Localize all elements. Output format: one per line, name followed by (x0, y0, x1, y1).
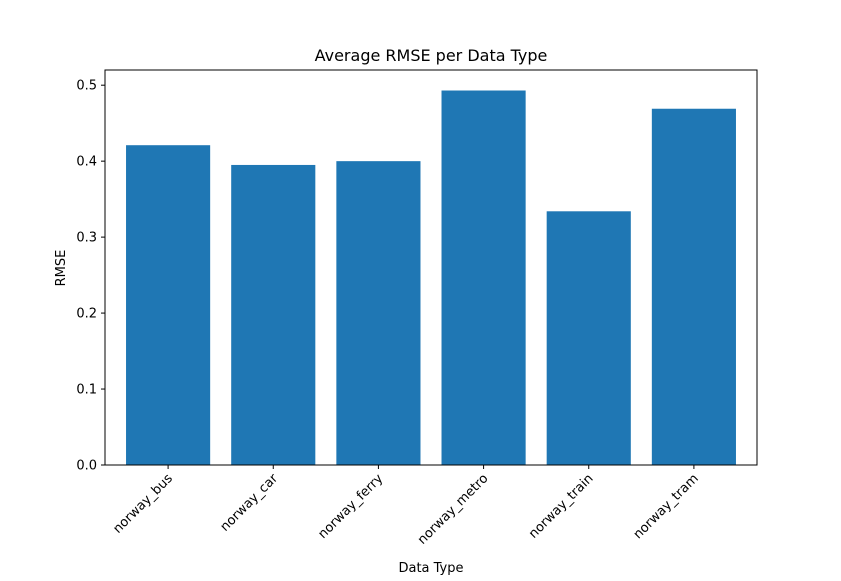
bar-norway_train (546, 211, 631, 465)
bar-norway_metro (441, 90, 526, 465)
y-tick-label: 0.2 (76, 307, 97, 322)
x-axis: norway_bus norway_car norway_ferry norway_m… (110, 465, 702, 548)
bar-norway_ferry (336, 161, 421, 465)
x-tick-label: norway_bus (110, 471, 176, 537)
y-tick-label: 0.5 (76, 79, 97, 94)
x-tick-label: norway_train (526, 471, 596, 541)
y-axis: 0.0 0.1 0.2 0.3 0.4 0.5 (76, 79, 105, 474)
chart-title: Average RMSE per Data Type (315, 46, 548, 65)
bars-group (126, 90, 736, 466)
bar-norway_bus (126, 145, 211, 466)
x-tick-label: norway_tram (631, 471, 702, 542)
y-tick-label: 0.0 (76, 459, 97, 474)
x-tick-label: norway_ferry (315, 471, 386, 542)
y-tick-label: 0.3 (76, 231, 97, 246)
y-axis-label: RMSE (54, 250, 69, 287)
x-axis-label: Data Type (398, 561, 463, 576)
x-tick-label: norway_metro (415, 471, 491, 547)
bar-norway_tram (651, 108, 736, 465)
y-tick-label: 0.1 (76, 383, 97, 398)
bar-norway_car (231, 164, 316, 466)
y-tick-label: 0.4 (76, 155, 97, 170)
x-tick-label: norway_car (218, 471, 282, 535)
plot-frame (104, 69, 758, 466)
